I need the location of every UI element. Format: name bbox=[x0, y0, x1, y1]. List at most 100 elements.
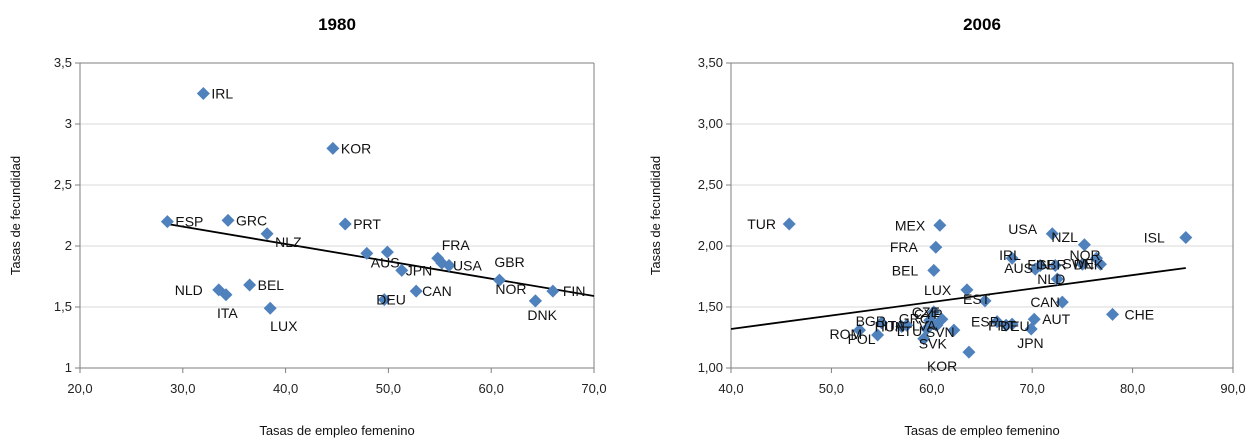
point-label-fra: FRA bbox=[442, 237, 471, 253]
trend-line bbox=[167, 223, 595, 297]
data-point-aus bbox=[360, 246, 374, 260]
point-label-usa: USA bbox=[453, 258, 482, 274]
point-label-irl: IRL bbox=[999, 247, 1021, 263]
x-axis-label: Tasas de empleo femenino bbox=[259, 423, 414, 438]
point-label-ita: ITA bbox=[217, 305, 238, 321]
data-point-ltu bbox=[920, 322, 934, 336]
data-point-aus bbox=[1028, 262, 1042, 276]
point-label-deu: DEU bbox=[1000, 318, 1030, 334]
point-label-kor: KOR bbox=[927, 358, 957, 374]
data-point-est bbox=[978, 294, 992, 308]
data-point-irl bbox=[196, 87, 210, 100]
x-tick-label: 80,0 bbox=[1120, 381, 1145, 396]
data-point-ita bbox=[219, 288, 233, 302]
y-tick-label: 3,5 bbox=[54, 55, 72, 70]
point-label-svn: SVN bbox=[926, 324, 955, 340]
data-point-nld bbox=[1050, 272, 1064, 286]
point-label-dnk: DNK bbox=[527, 307, 557, 323]
data-point-lux bbox=[263, 301, 277, 315]
chart-1980: 1980 1 1,5 2 2,5 3 3,5 20,0 30,0 40,0 50,0 60,0 70,0… bbox=[8, 15, 607, 438]
x-tick-label: 90,0 bbox=[1220, 381, 1245, 396]
data-point-bel bbox=[243, 278, 257, 292]
y-tick-label: 1,00 bbox=[698, 360, 723, 375]
data-point-lux bbox=[960, 283, 974, 297]
data-point-grc bbox=[221, 213, 235, 227]
x-tick-label: 40,0 bbox=[273, 381, 298, 396]
y-tick-label: 2,5 bbox=[54, 177, 72, 192]
data-point-kor bbox=[326, 141, 340, 155]
point-label-che: CHE bbox=[1125, 306, 1155, 322]
data-point-mex bbox=[933, 218, 947, 232]
y-tick-label: 2 bbox=[65, 238, 72, 253]
point-label-cze: CZE bbox=[912, 304, 940, 320]
point-label-jpn: JPN bbox=[1017, 335, 1043, 351]
data-point-prt bbox=[338, 217, 352, 231]
point-label-isl: ISL bbox=[1144, 229, 1165, 245]
data-point-lva bbox=[930, 318, 944, 332]
data-point-che bbox=[1106, 307, 1120, 321]
y-tick-label: 1,5 bbox=[54, 299, 72, 314]
point-label-lva: LVA bbox=[912, 317, 937, 333]
x-tick-label: 70,0 bbox=[581, 381, 606, 396]
x-tick-label: 30,0 bbox=[170, 381, 195, 396]
point-label-est: EST bbox=[963, 291, 991, 307]
point-label-lux: LUX bbox=[270, 318, 298, 334]
data-point-tur bbox=[782, 217, 796, 231]
data-point-svn bbox=[947, 323, 961, 337]
point-label-usa: USA bbox=[1008, 221, 1037, 237]
data-point-aut bbox=[1027, 312, 1041, 326]
data-point-esp bbox=[160, 215, 174, 229]
y-tick-label: 3 bbox=[65, 116, 72, 131]
x-tick-label: 70,0 bbox=[1020, 381, 1045, 396]
point-label-gbr: GBR bbox=[494, 254, 524, 270]
point-label-pol: POL bbox=[848, 331, 876, 347]
y-axis-label: Tasas de fecundidad bbox=[8, 156, 23, 275]
point-label-fin: FIN bbox=[563, 283, 586, 299]
point-label-prt: PRT bbox=[353, 216, 381, 232]
y-axis-label: Tasas de fecundidad bbox=[648, 156, 663, 275]
point-label-grc: GRC bbox=[236, 212, 267, 228]
data-point-svk bbox=[917, 332, 931, 346]
data-point-fin bbox=[546, 284, 560, 298]
chart-2006: 2006 1,00 1,50 2,00 2,50 3,00 3,50 40,0 50,0 60,0… bbox=[648, 15, 1246, 438]
point-label-jpn: JPN bbox=[406, 262, 432, 278]
point-label-nld: NLD bbox=[1037, 271, 1065, 287]
point-label-fra: FRA bbox=[890, 239, 919, 255]
data-point-usa bbox=[1045, 227, 1059, 241]
data-point-usa bbox=[442, 259, 456, 273]
point-label-lux: LUX bbox=[924, 282, 952, 298]
point-label-can: CAN bbox=[422, 283, 452, 299]
data-point-can bbox=[1055, 295, 1069, 309]
data-point-dnk bbox=[528, 294, 542, 308]
point-label-svk: SVK bbox=[919, 336, 948, 352]
data-point-nlz bbox=[260, 227, 274, 241]
point-label-cyp: CYP bbox=[914, 306, 943, 322]
point-label-esp: ESP bbox=[175, 214, 203, 230]
point-label-bel: BEL bbox=[892, 262, 919, 278]
x-tick-label: 40,0 bbox=[718, 381, 743, 396]
data-point-nzl bbox=[1077, 238, 1091, 252]
data-point-can bbox=[409, 284, 423, 298]
point-label-grc: GRC bbox=[899, 310, 930, 326]
y-tick-label: 2,00 bbox=[698, 238, 723, 253]
point-label-bel: BEL bbox=[258, 277, 285, 293]
point-label-hun: HUN bbox=[875, 319, 905, 335]
data-point-pol bbox=[871, 328, 885, 342]
trend-line bbox=[730, 267, 1186, 330]
x-tick-label: 60,0 bbox=[479, 381, 504, 396]
point-label-nzl: NZL bbox=[1051, 229, 1078, 245]
point-label-ltu: LTU bbox=[897, 323, 922, 339]
point-label-nor: NOR bbox=[495, 281, 526, 297]
data-point-jpn bbox=[395, 263, 409, 277]
x-tick-label: 50,0 bbox=[376, 381, 401, 396]
point-label-irl: IRL bbox=[211, 86, 233, 102]
point-label-kor: KOR bbox=[341, 140, 371, 156]
data-point-fra bbox=[929, 240, 943, 254]
point-label-gbr: GBR bbox=[1036, 257, 1066, 273]
data-point-gbr bbox=[1048, 259, 1062, 273]
y-tick-label: 3,00 bbox=[698, 116, 723, 131]
chart-title: 2006 bbox=[963, 15, 1001, 34]
data-point-isl bbox=[1179, 230, 1193, 244]
point-label-nlz: NLZ bbox=[275, 234, 302, 250]
